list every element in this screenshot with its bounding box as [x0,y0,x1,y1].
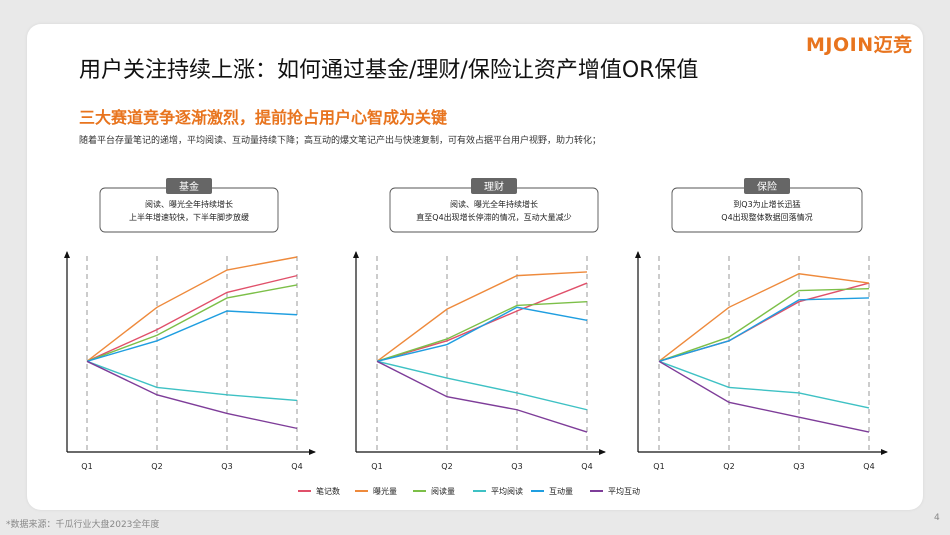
series-line-平均阅读 [376,360,588,411]
series-line-阅读量 [376,301,588,362]
chart-panel-2: Q1 Q2 Q3 Q4 理财阅读、曝光全年持续增长直至Q4出现增长停滞的情况，互动大量减… [353,178,606,471]
series-line-曝光量 [658,273,870,362]
series-line-平均阅读 [658,360,870,409]
x-tick-label: Q4 [291,462,302,471]
series-line-阅读量 [658,287,870,362]
slide-card [27,24,923,510]
series-line-平均互动 [376,360,588,433]
legend: 笔记数 曝光量 阅读量 平均阅读 互动量 平均互动 [298,486,640,496]
series-line-曝光量 [376,271,588,362]
note-box [671,187,863,233]
series-line-笔记数 [658,282,870,362]
x-axis-arrow [599,449,606,455]
series-line-互动量 [376,306,588,362]
brand-logo: MJOIN迈竞 [806,34,913,56]
x-tick-label: Q1 [653,462,664,471]
series-line-平均互动 [658,360,870,433]
note-line-1: 阅读、曝光全年持续增长 [450,199,538,209]
x-tick-label: Q4 [581,462,592,471]
legend-label: 平均互动 [608,486,640,496]
note-line-2: 上半年增速较快，下半年脚步放缓 [129,212,249,222]
note-box [99,187,279,233]
x-tick-label: Q1 [81,462,92,471]
page-title: 用户关注持续上涨：如何通过基金/理财/保险让资产增值OR保值 [79,58,699,83]
legend-label: 曝光量 [373,486,397,496]
page-subtitle: 三大赛道竞争逐渐激烈，提前抢占用户心智成为关键 [79,108,448,127]
x-tick-label: Q2 [151,462,162,471]
series-line-平均互动 [86,360,298,430]
page-description: 随着平台存量笔记的递增，平均阅读、互动量持续下降；高互动的爆文笔记产出与快速复制… [79,136,602,146]
tag-label: 保险 [757,180,777,193]
x-axis-arrow [881,449,888,455]
x-tick-label: Q2 [723,462,734,471]
note-line-1: 到Q3为止增长迅猛 [733,199,800,209]
note-line-1: 阅读、曝光全年持续增长 [145,199,233,209]
page-number: 4 [934,513,940,523]
y-axis-arrow [635,251,641,258]
x-tick-label: Q3 [511,462,522,471]
series-line-平均阅读 [86,360,298,402]
series-line-曝光量 [86,256,298,362]
legend-label: 笔记数 [316,486,340,496]
x-tick-label: Q1 [371,462,382,471]
tag-badge [166,178,212,194]
y-axis-arrow [64,251,70,258]
note-box [389,187,599,233]
x-tick-label: Q3 [793,462,804,471]
x-tick-label: Q3 [221,462,232,471]
x-axis-arrow [309,449,316,455]
legend-label: 平均阅读 [491,486,523,496]
data-source-note: *数据来源：千瓜行业大盘2023全年度 [6,520,160,530]
tag-badge [744,178,790,194]
x-tick-label: Q4 [863,462,874,471]
note-line-2: Q4出现整体数据回落情况 [721,212,812,222]
series-line-阅读量 [86,284,298,362]
legend-label: 阅读量 [431,486,455,496]
tag-badge [471,178,517,194]
series-line-笔记数 [86,274,298,362]
series-line-互动量 [658,297,870,362]
legend-label: 互动量 [549,486,573,496]
tag-label: 基金 [179,180,199,193]
y-axis-arrow [353,251,359,258]
tag-label: 理财 [484,180,504,193]
x-tick-label: Q2 [441,462,452,471]
note-line-2: 直至Q4出现增长停滞的情况，互动大量减少 [416,212,571,222]
series-line-互动量 [86,310,298,362]
